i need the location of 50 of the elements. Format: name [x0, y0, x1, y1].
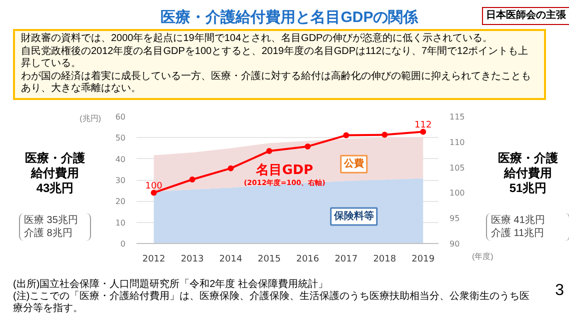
text: 介護 11兆円 — [491, 227, 546, 240]
x-tick-label: 2019 — [412, 254, 435, 264]
text: 医療 41兆円 — [491, 214, 546, 227]
text: 日本医師会の主張 — [482, 7, 569, 26]
y2-tick-label: 105 — [450, 163, 465, 172]
text: 3 — [555, 281, 564, 301]
text: 医療・介護給付費用 — [24, 151, 86, 181]
y-tick-label: 0 — [120, 240, 126, 248]
text: 43兆円 — [35, 181, 75, 196]
point — [189, 176, 196, 182]
y-tick-label: 20 — [115, 197, 126, 206]
point — [150, 190, 157, 196]
series-label: 名目GDP — [255, 162, 314, 178]
point — [266, 148, 272, 154]
x-tick-label: 2012 — [142, 254, 166, 264]
y-tick-label: 30 — [115, 176, 126, 185]
y2-tick-label: 115 — [450, 112, 465, 122]
point — [382, 132, 388, 138]
y-tick-label: 10 — [115, 218, 126, 228]
chart-subtitle: 財政審の資料では、2000年を起点に19年間で104とされ、名目GDPの伸びが恣意的に低く示されている。自民党政権後の2012年度の名目GDPを100とすると、2019年度の名目GDPは112になり、7年間で12ポイントも上昇している。わが国の経済は着実に成長している一方、医療・介護に対する給付は高齢化の伸びの範囲に抑えられてきたこともあり、大きな乖離はない。 — [21, 33, 532, 96]
y2-tick-label: 100 — [450, 188, 465, 198]
y2-tick-label: 95 — [450, 214, 460, 224]
point — [304, 143, 311, 150]
y-axis-title: (兆円) — [80, 113, 101, 124]
x-tick-label: 2017 — [334, 254, 358, 264]
data-label: 100 — [145, 182, 163, 192]
text: 医療・介護給付費用 — [497, 151, 559, 181]
x-tick-label: 2013 — [180, 254, 204, 264]
x-axis-title: (年度) — [472, 251, 494, 262]
series-label: 保険料等 — [332, 210, 374, 222]
data-label: 112 — [414, 120, 432, 131]
x-tick-label: 2014 — [219, 254, 242, 264]
text: 介護 8兆円 — [24, 227, 74, 240]
x-tick-label: 2015 — [258, 254, 281, 264]
y-tick-label: 50 — [115, 134, 126, 143]
series-label: 公費 — [342, 158, 364, 170]
point — [228, 165, 234, 172]
x-tick-label: 2016 — [296, 254, 320, 264]
text: 医療 35兆円 — [24, 214, 79, 227]
x-tick-label: 2018 — [373, 254, 396, 264]
point — [343, 132, 350, 138]
y-tick-label: 60 — [115, 112, 126, 122]
y2-tick-label: 110 — [450, 138, 465, 147]
point — [420, 128, 426, 135]
text: 51兆円 — [508, 181, 548, 196]
chart-title: 医療・介護給付費用と名目GDPの関係 — [160, 9, 418, 26]
text: (注)ここでの「医療・介護給付費用」は、医療保険、介護保険、生活保護のうち医療扶助相当分、公衆衛生のうち医療分等を指す。 — [13, 291, 531, 315]
y-tick-label: 40 — [115, 154, 126, 164]
text: (出所)国立社会保障・人口問題研究所「令和2年度 社会保障費用統計」 — [13, 279, 329, 290]
y2-tick-label: 90 — [450, 240, 460, 248]
